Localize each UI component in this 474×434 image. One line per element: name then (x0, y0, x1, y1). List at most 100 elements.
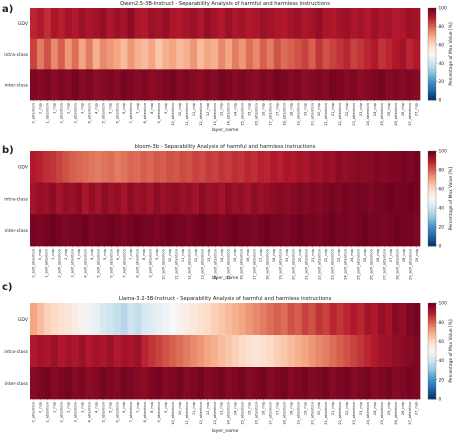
panel-c-cell (315, 367, 323, 400)
panel-b-cell (121, 214, 128, 247)
panel-a-colorbar-segment (428, 54, 436, 57)
panel-c-x-tick-label: 4_mlp (94, 401, 98, 413)
panel-c-x-tick-label: 27_attention (408, 402, 412, 425)
panel-c-cell (259, 335, 268, 368)
panel-c-cell (399, 367, 407, 400)
panel-a-cell (225, 8, 233, 40)
panel-b-colorbar-segment (428, 151, 436, 154)
panel-c-x-tick-label: 21_mlp (331, 401, 335, 415)
panel-b-x-tick-label: 10_mlp (168, 248, 172, 262)
panel-b-cell (329, 182, 336, 215)
panel-a-cell (99, 69, 107, 101)
panel-b-cell (127, 151, 135, 184)
panel-b-x-tick-label: 0_mlp (38, 248, 42, 260)
panel-c-cell (99, 335, 107, 368)
panel-b-colorbar-segment (428, 243, 436, 247)
panel-b-cell (413, 214, 421, 247)
panel-c-colorbar-segment (428, 367, 436, 371)
panel-a-cell (266, 8, 275, 40)
panel-c-cell (280, 303, 289, 336)
panel-b-x-tick-label: 18_self_attention (265, 249, 269, 280)
panel-b-cell (173, 151, 180, 184)
panel-b-title: bloom-3b - Separability Analysis of harm… (135, 144, 316, 150)
panel-a-cell (57, 8, 66, 40)
panel-a-colorbar-segment (428, 88, 436, 92)
panel-b-cell (108, 182, 115, 215)
panel-b-cell (62, 214, 70, 247)
panel-a-x-tick-label: 3_mlp (80, 102, 84, 114)
panel-b-cell (114, 214, 122, 247)
panel-a-x-tick-label: 5_attention (101, 103, 105, 123)
panel-b-colorbar-segment (428, 198, 436, 202)
panel-c-colorbar-segment (428, 355, 436, 359)
panel-b-cell (355, 214, 362, 247)
panel-c-cell (287, 335, 295, 368)
panel-c-cell (78, 335, 87, 368)
panel-b-cell (88, 182, 96, 215)
panel-c-cell (231, 335, 240, 368)
panel-a-x-tick-label: 27_mlp (415, 102, 419, 116)
panel-c-cell (371, 367, 379, 400)
panel-b-cell (153, 182, 161, 215)
panel-c-cell (357, 303, 365, 336)
panel-a-cell (336, 38, 344, 70)
panel-b-x-tick-label: 13_self_attention (200, 249, 204, 280)
panel-b-cell (374, 182, 382, 215)
panel-c-cell (57, 335, 66, 368)
panel-a-cell (120, 69, 128, 101)
panel-a-x-tick-label: 27_attention (408, 103, 412, 126)
panel-b-cell (82, 214, 89, 247)
panel-c-cell (106, 367, 114, 400)
panel-a-cell (30, 69, 38, 101)
panel-a-cell (322, 38, 330, 70)
panel-b-cell (30, 182, 37, 215)
panel-a-colorbar-segment (428, 28, 436, 32)
panel-b-cell (166, 214, 174, 247)
panel-a-x-tick-label: 18_mlp (289, 102, 293, 116)
panel-b-cell (309, 151, 317, 184)
panel-b-cell (238, 214, 245, 247)
panel-b-cell (264, 182, 271, 215)
panel-c-colorbar-segment (428, 358, 436, 361)
panel-a-x-tick-label: 1_mlp (53, 102, 57, 114)
panel-c-x-tick-label: 21_attention (324, 402, 328, 425)
panel-b-colorbar-segment (428, 193, 436, 197)
panel-a-cell (392, 8, 400, 40)
panel-a-cell (190, 38, 198, 70)
panel-b-colorbar-segment (428, 241, 436, 245)
panel-b-x-tick-label: 11_mlp (181, 248, 185, 262)
panel-b-cell (374, 214, 382, 247)
panel-c-row-label: GDV (18, 317, 29, 323)
panel-a-colorbar-segment (428, 83, 436, 87)
panel-b-x-tick-label: 29_self_attention (408, 249, 412, 280)
panel-a-cell (113, 38, 121, 70)
panel-a-cell (238, 69, 247, 101)
panel-b-cell (231, 151, 239, 184)
panel-a-cell (64, 8, 73, 40)
panel-b-cell (192, 182, 200, 215)
panel-a-cell (343, 69, 351, 101)
panel-b-row-label: inter-class (5, 228, 29, 234)
panel-c-colorbar-segment (428, 391, 436, 395)
panel-c-x-tick-label: 26_attention (394, 402, 398, 425)
panel-b-cell (199, 151, 206, 184)
panel-b-cell (413, 182, 421, 215)
panel-a-cell (238, 8, 247, 40)
panel-a-cell (378, 8, 386, 40)
panel-a-cell (78, 8, 87, 40)
panel-c-cell (92, 335, 100, 368)
panel-c-cell (141, 367, 149, 400)
panel-b-cell (192, 214, 200, 247)
panel-b-x-tick-label: 18_mlp (272, 248, 276, 262)
panel-a-cell (385, 69, 393, 101)
panel-c-colorbar-segment (428, 360, 436, 364)
panel-b-cell (303, 182, 310, 215)
panel-a-cell (176, 8, 184, 40)
panel-a-cell (378, 38, 386, 70)
panel-a-cell (197, 8, 205, 40)
panel-b-cell (75, 182, 83, 215)
panel-b-cell (56, 182, 63, 215)
panel-a-colorbar-segment (428, 8, 436, 11)
panel-a-x-tick-label: 24_mlp (373, 102, 377, 116)
panel-c-cell (85, 303, 94, 336)
